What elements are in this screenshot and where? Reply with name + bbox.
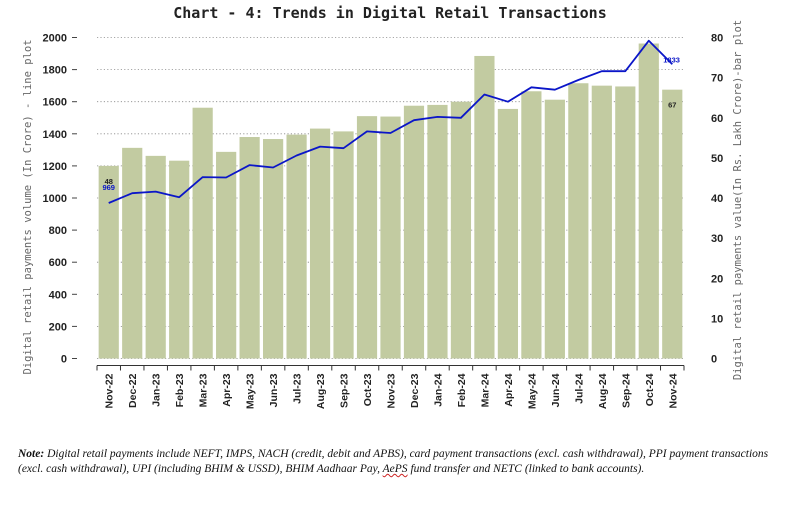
x-tick-label: Nov-24	[667, 373, 679, 408]
right-tick-label: 20	[711, 273, 723, 285]
right-tick-label: 50	[711, 153, 723, 165]
x-tick-label: Dec-22	[127, 373, 139, 408]
bar	[286, 134, 307, 359]
x-tick-label: Feb-23	[174, 373, 186, 407]
left-tick-label: 0	[61, 354, 67, 366]
x-tick-label: Dec-23	[409, 373, 421, 408]
x-tick-label: Jun-24	[550, 373, 562, 407]
bar	[192, 107, 213, 359]
bar-data-label: 67	[668, 101, 676, 110]
bar	[239, 137, 260, 359]
bar	[497, 108, 518, 359]
right-tick-label: 60	[711, 113, 723, 125]
left-tick-label: 600	[49, 257, 67, 269]
bar	[615, 86, 636, 359]
note-text-before: Digital retail payments include NEFT, IM…	[18, 448, 769, 475]
left-tick-label: 200	[49, 321, 67, 333]
right-axis-label: Digital retail payments value(In Rs. Lak…	[732, 20, 744, 380]
bar	[450, 101, 472, 359]
right-tick-label: 70	[711, 73, 723, 85]
left-tick-label: 1000	[43, 193, 67, 205]
chart-title: Chart - 4: Trends in Digital Retail Tran…	[173, 4, 606, 22]
bar-data-label: 48	[105, 177, 113, 186]
axes: 0 200 400 600 800 1000 1200 1400 1600 1800 2000 0 10…	[43, 33, 724, 410]
x-tick-label: Aug-23	[315, 373, 327, 409]
left-tick-label: 800	[49, 225, 67, 237]
x-tick-label: May-24	[526, 373, 538, 409]
bar	[309, 128, 331, 359]
line-data-label: 969	[102, 183, 115, 192]
x-tick-label: May-23	[245, 373, 257, 409]
x-tick-label: Oct-24	[644, 373, 656, 406]
data-labels: 48 67 969 1833	[102, 55, 679, 192]
x-tick-label: Jan-24	[433, 373, 445, 406]
right-tick-label: 40	[711, 193, 723, 205]
bar	[638, 43, 659, 359]
bar	[263, 139, 284, 359]
bar	[333, 131, 354, 359]
bar	[169, 160, 190, 359]
left-tick-label: 1200	[43, 161, 67, 173]
left-tick-label: 400	[49, 289, 67, 301]
note-flagged-word: AePS	[382, 463, 408, 475]
series-line	[108, 39, 673, 204]
x-tick-label: Jan-23	[151, 373, 163, 406]
x-tick-label: Mar-24	[479, 373, 491, 407]
x-tick-label: Jun-23	[268, 373, 280, 407]
x-tick-label: Apr-24	[503, 373, 515, 406]
x-tick-label: Mar-23	[198, 373, 210, 407]
line-data-label: 1833	[663, 55, 680, 64]
bar	[380, 116, 401, 359]
x-tick-label: Feb-24	[456, 373, 468, 407]
bar	[591, 85, 612, 359]
bar	[544, 99, 565, 359]
x-tick-label: Nov-22	[104, 373, 116, 408]
bar	[122, 147, 143, 359]
bar	[568, 83, 589, 359]
x-tick-label: Apr-23	[221, 373, 233, 406]
bar	[216, 151, 237, 359]
left-tick-label: 1400	[43, 129, 67, 141]
left-tick-label: 1600	[43, 97, 67, 109]
right-tick-label: 10	[711, 313, 723, 325]
x-tick-label: Aug-24	[597, 373, 609, 409]
bar-series	[98, 43, 683, 359]
note-label: Note:	[18, 448, 45, 460]
right-tick-label: 30	[711, 233, 723, 245]
x-tick-label: Nov-23	[386, 373, 398, 408]
bar	[427, 104, 448, 359]
bar	[98, 165, 119, 359]
x-tick-label: Sep-24	[620, 373, 632, 408]
bar	[474, 55, 495, 359]
bar	[662, 89, 683, 359]
x-tick-label: Jul-24	[573, 373, 585, 404]
x-tick-label: Sep-23	[339, 373, 351, 408]
bar	[403, 105, 425, 359]
left-tick-label: 1800	[43, 65, 67, 77]
x-tick-label: Jul-23	[292, 373, 304, 404]
bar	[356, 116, 378, 359]
footnote: Note: Digital retail payments include NE…	[18, 447, 773, 477]
note-text-after: fund transfer and NETC (linked to bank a…	[407, 463, 645, 475]
chart: Chart - 4: Trends in Digital Retail Tran…	[22, 4, 744, 410]
x-tick-label: Oct-23	[362, 373, 374, 406]
bar	[145, 155, 166, 359]
line-series	[108, 39, 673, 204]
bar	[521, 91, 542, 359]
left-axis-label: Digital retail payments volume (In Crore…	[22, 39, 34, 374]
right-tick-label: 80	[711, 33, 723, 45]
right-tick-label: 0	[711, 354, 717, 366]
left-tick-label: 2000	[43, 33, 67, 45]
